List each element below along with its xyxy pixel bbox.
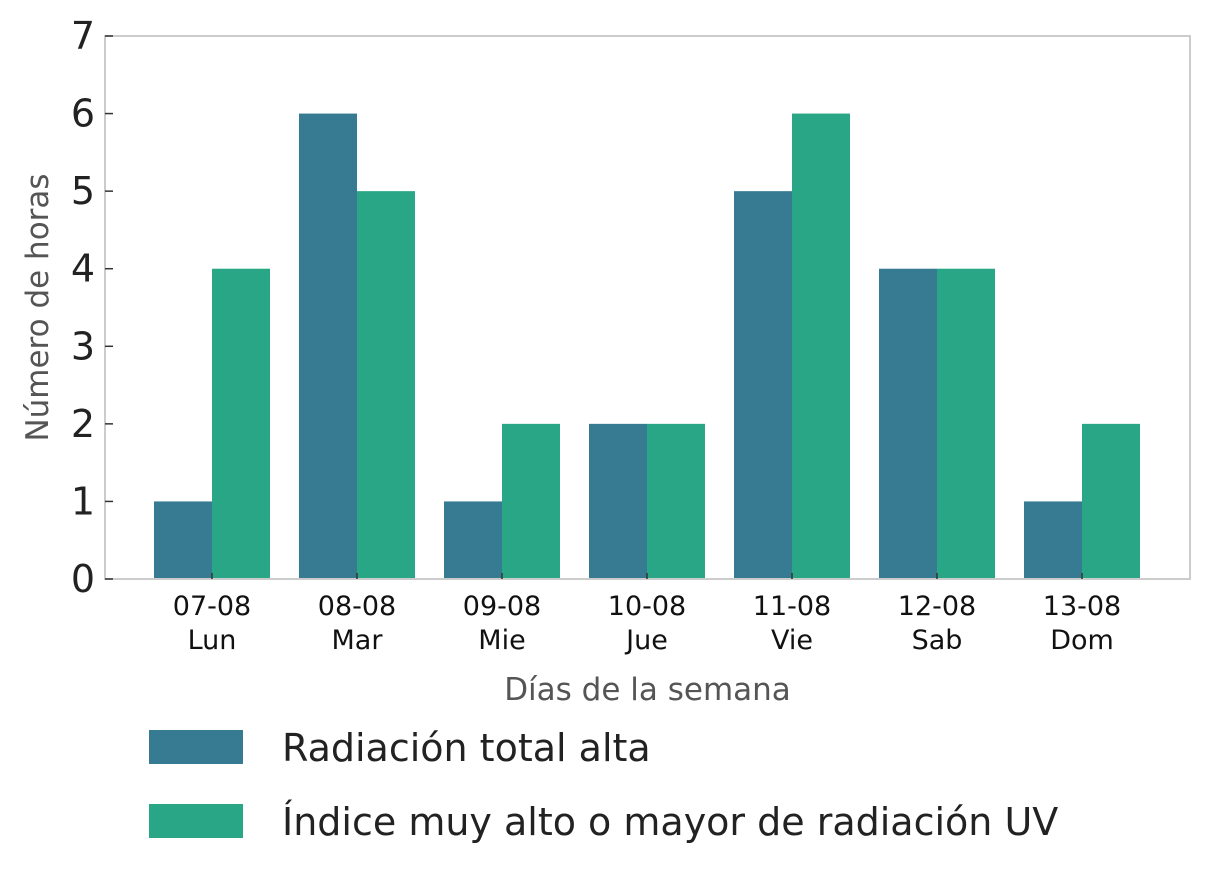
x-tick-label: 09-08 Mie — [463, 591, 541, 656]
x-tick-label-line: 08-08 — [318, 591, 396, 622]
x-axis-label: Días de la semana — [504, 672, 791, 708]
bar-indice-uv-07-08 — [212, 268, 270, 579]
x-tick-label: 07-08 Lun — [173, 591, 251, 656]
bar-radiacion-total-13-08 — [1024, 501, 1082, 579]
x-tick-label-line: Dom — [1050, 625, 1114, 656]
x-tick-label-line: Jue — [624, 625, 668, 656]
bar-indice-uv-11-08 — [792, 113, 850, 580]
y-tick-label: 5 — [71, 169, 95, 213]
x-tick-label-line: 10-08 — [608, 591, 686, 622]
x-tick-label-line: 11-08 — [753, 591, 831, 622]
bar-radiacion-total-07-08 — [154, 501, 212, 579]
legend: Radiación total alta Índice muy alto o ma… — [149, 726, 1058, 844]
bar-indice-uv-10-08 — [647, 423, 705, 579]
bar-indice-uv-13-08 — [1082, 423, 1140, 579]
x-tick-label-line: Vie — [771, 625, 813, 656]
legend-label: Radiación total alta — [282, 726, 651, 770]
y-tick-label: 6 — [71, 92, 95, 136]
x-tick-label-line: 09-08 — [463, 591, 541, 622]
y-tick-label: 4 — [71, 247, 95, 291]
bar-radiacion-total-12-08 — [879, 268, 937, 579]
x-tick-label: 10-08 Jue — [608, 591, 686, 656]
bars-layer — [154, 113, 1140, 580]
y-tick-label: 0 — [71, 557, 95, 601]
legend-swatch — [149, 804, 243, 838]
x-tick-label: 11-08 Vie — [753, 591, 831, 656]
x-tick-label-line: Sab — [912, 625, 963, 656]
y-tick-label: 1 — [71, 479, 95, 523]
legend-swatch — [149, 730, 243, 764]
y-tick-label: 7 — [71, 14, 95, 58]
bar-indice-uv-12-08 — [937, 268, 995, 579]
bar-radiacion-total-08-08 — [299, 113, 357, 580]
y-axis-label: Número de horas — [20, 173, 56, 441]
bar-radiacion-total-10-08 — [589, 423, 647, 579]
x-tick-label: 08-08 Mar — [318, 591, 396, 656]
bar-indice-uv-08-08 — [357, 191, 415, 579]
bar-radiacion-total-09-08 — [444, 501, 502, 579]
x-tick-label-line: Mie — [478, 625, 525, 656]
x-tick-label-line: 12-08 — [898, 591, 976, 622]
x-tick-label-line: Mar — [332, 625, 384, 656]
x-tick-label-line: 07-08 — [173, 591, 251, 622]
x-tick-label: 13-08 Dom — [1043, 591, 1121, 656]
legend-label: Índice muy alto o mayor de radiación UV — [282, 800, 1058, 844]
y-tick-label: 2 — [71, 402, 95, 446]
x-tick-label-line: 13-08 — [1043, 591, 1121, 622]
y-tick-label: 3 — [71, 324, 95, 368]
bar-indice-uv-09-08 — [502, 423, 560, 579]
x-tick-label: 12-08 Sab — [898, 591, 976, 656]
ticks-layer: 07-08 Lun 08-08 Mar 09-08 Mie 10-08 Jue 11-08 Vie… — [71, 14, 1121, 656]
x-tick-label-line: Lun — [188, 625, 237, 656]
bar-radiacion-total-11-08 — [734, 191, 792, 579]
